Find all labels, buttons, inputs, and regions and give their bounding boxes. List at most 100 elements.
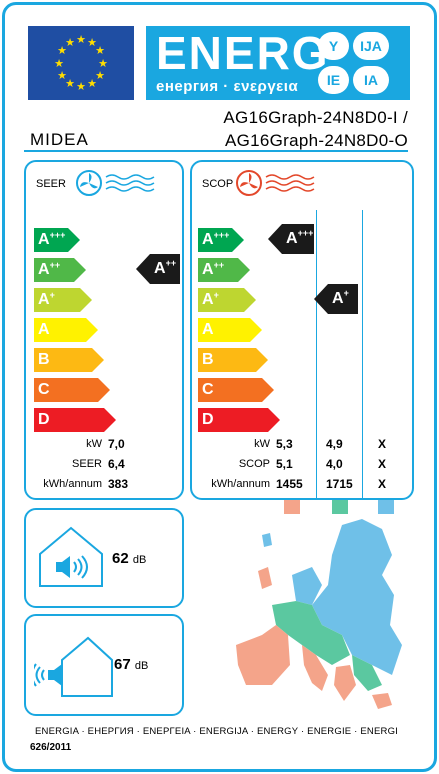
scop-row-label: SCOP <box>238 458 270 470</box>
seer-class-bar: A <box>34 318 98 342</box>
svg-text:★: ★ <box>65 36 75 49</box>
svg-text:★: ★ <box>57 44 67 57</box>
cooling-panel: SEER A+++ A++ A+ A B C D A++ kW 7,0 SEER 6,4 kWh/a… <box>24 160 184 500</box>
seer-row-value: 383 <box>108 477 129 491</box>
scop-rating-average-arrow: A+ <box>314 284 358 314</box>
seer-row-value: 6,4 <box>108 457 125 471</box>
scop-class-label: A <box>202 231 214 248</box>
seer-class-bar: A++ <box>34 258 86 282</box>
seer-class-label: D <box>38 411 50 428</box>
cooling-fan-icon <box>76 170 155 196</box>
zone-swatch-warmer <box>284 500 300 514</box>
scop-class-bar: A+ <box>198 288 256 312</box>
svg-text:★: ★ <box>54 57 64 70</box>
model-indoor: AG16Graph-24N8D0-I / <box>223 108 408 127</box>
europe-climate-zone-map <box>236 519 402 709</box>
svg-text:★: ★ <box>57 69 67 82</box>
indoor-noise-value: 62 dB <box>112 550 146 567</box>
indoor-noise-number: 62 <box>112 550 129 567</box>
model-outdoor: AG16Graph-24N8D0-O <box>224 131 408 150</box>
seer-class-bar: C <box>34 378 110 402</box>
seer-class-label: A <box>38 321 50 338</box>
seer-row-label: kW <box>86 438 102 450</box>
footer-languages: ENERGIA · ЕНЕРГИЯ · ΕΝΕΡΓΕΙΑ · ENERGIJA … <box>35 726 398 737</box>
scop-class-label: A <box>202 291 214 308</box>
seer-class-sup: +++ <box>49 230 66 240</box>
scop-rating-warmer-arrow: A+++ <box>268 224 314 254</box>
seer-class-label: C <box>38 381 50 398</box>
seer-row-label: SEER <box>72 458 102 470</box>
scop-row-value: 1455 <box>276 477 303 491</box>
regulation-number: 626/2011 <box>30 742 72 753</box>
seer-rating-arrow: A++ <box>136 254 180 284</box>
scop-row-label: kW <box>254 438 270 450</box>
scop-class-sup: +++ <box>213 230 230 240</box>
scop-row-value: 4,9 <box>326 437 343 451</box>
seer-rating-label: A <box>154 260 166 277</box>
outdoor-speaker-house-icon <box>34 636 113 697</box>
indoor-noise-panel: 62 dB <box>24 508 184 608</box>
zone-swatch-colder <box>378 500 394 514</box>
eu-flag: ★ ★ ★ ★ ★ ★ ★ ★ ★ ★ ★ ★ <box>28 26 134 100</box>
zone-divider-1 <box>316 210 317 498</box>
svg-text:★: ★ <box>95 69 105 82</box>
svg-text:★: ★ <box>87 77 97 90</box>
seer-class-label: A <box>38 291 50 308</box>
scop-class-label: B <box>202 351 214 368</box>
indoor-speaker-house-icon <box>39 526 103 587</box>
scop-class-label: D <box>202 411 214 428</box>
energy-subtitle: енергия · ενεργεια <box>156 78 299 95</box>
seer-row-value: 7,0 <box>108 437 125 451</box>
seer-class-label: A <box>38 261 50 278</box>
scop-average-sup: + <box>343 288 349 298</box>
scop-row-label: kWh/annum <box>211 478 270 490</box>
map-average-zone <box>272 601 382 691</box>
scop-row-value: 4,0 <box>326 457 343 471</box>
seer-class-sup: ++ <box>49 260 61 270</box>
outdoor-noise-number: 67 <box>114 656 131 673</box>
svg-text:★: ★ <box>95 44 105 57</box>
outdoor-noise-panel: 67 dB <box>24 614 184 716</box>
lang-badge-ija: IJA <box>353 32 389 60</box>
svg-text:★: ★ <box>87 36 97 49</box>
energy-banner: ENERG енергия · ενεργεια Y IJA IE IA <box>146 26 410 100</box>
scop-class-bar: D <box>198 408 280 432</box>
scop-class-bar: A++ <box>198 258 250 282</box>
scop-row-value: X <box>378 437 387 451</box>
scop-class-bar: B <box>198 348 268 372</box>
lang-badge-ia: IA <box>353 66 389 94</box>
svg-text:★: ★ <box>76 33 86 46</box>
heating-panel: SCOP A+++ A++ A+ A B C D A+++ A+ kW 5,3 4,9 X SCOP… <box>190 160 414 514</box>
scop-warmer-label: A <box>286 230 298 247</box>
map-warmer-zone <box>236 567 392 709</box>
outdoor-noise-value: 67 dB <box>114 656 148 673</box>
seer-class-bar: B <box>34 348 104 372</box>
seer-class-label: A <box>38 231 50 248</box>
scop-row-value: X <box>378 477 387 491</box>
scop-title: SCOP <box>202 178 234 190</box>
scop-class-sup: + <box>213 290 219 300</box>
scop-class-bar: A+++ <box>198 228 244 252</box>
scop-row-value: 5,1 <box>276 457 293 471</box>
svg-text:★: ★ <box>65 77 75 90</box>
lang-badge-y: Y <box>318 32 349 60</box>
seer-class-bar: A+++ <box>34 228 80 252</box>
scop-average-label: A <box>332 290 344 307</box>
seer-class-sup: + <box>49 290 55 300</box>
header-divider <box>24 150 408 152</box>
scop-row-value: 5,3 <box>276 437 293 451</box>
svg-text:★: ★ <box>76 80 86 93</box>
seer-class-bar: D <box>34 408 116 432</box>
zone-swatch-average <box>332 500 348 514</box>
scop-class-label: A <box>202 261 214 278</box>
scop-warmer-sup: +++ <box>297 228 314 238</box>
scop-class-label: A <box>202 321 214 338</box>
seer-row-label: kWh/annum <box>43 478 102 490</box>
scop-class-bar: C <box>198 378 274 402</box>
map-colder-zone <box>262 519 402 675</box>
eu-stars-icon: ★ ★★ ★★★ ★★★ ★★★ <box>54 33 108 93</box>
outdoor-noise-unit: dB <box>134 660 149 672</box>
scop-class-label: C <box>202 381 214 398</box>
supplier-name: MIDEA <box>30 130 89 149</box>
